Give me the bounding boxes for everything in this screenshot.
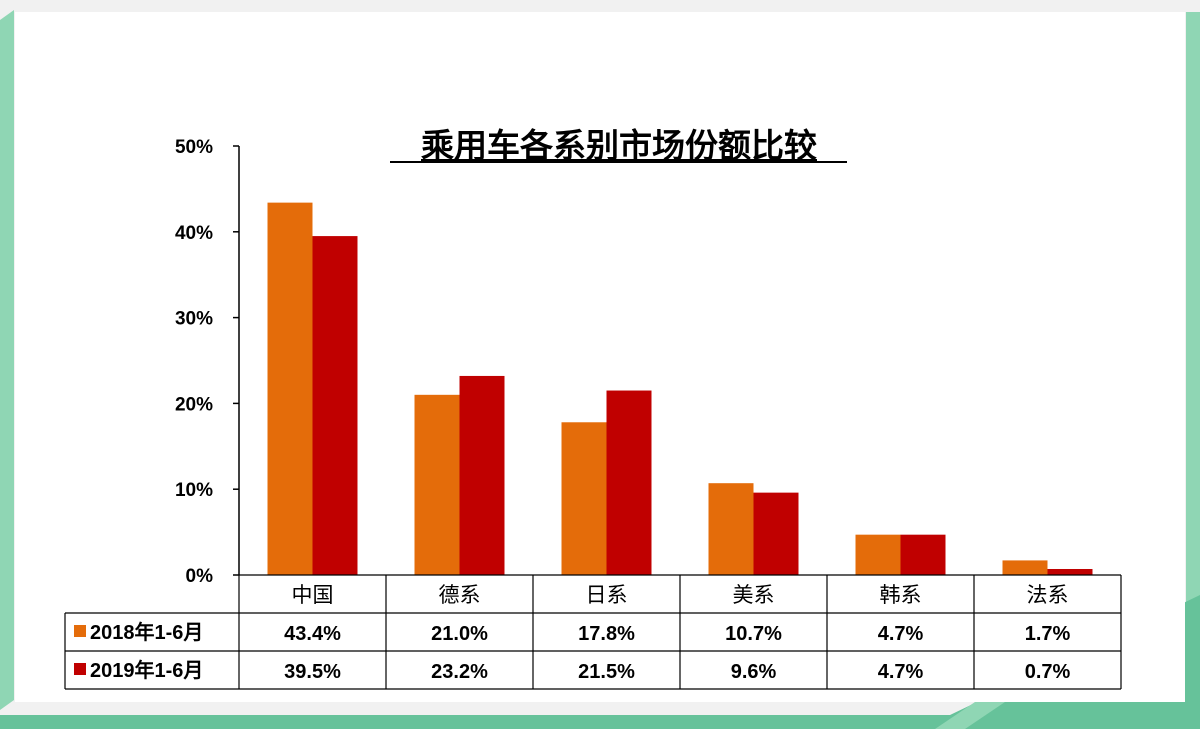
bar-2019: [1047, 568, 1093, 575]
data-label: 10.7%: [725, 623, 782, 645]
x-category-label: 韩系: [880, 584, 922, 607]
x-category-label: 日系: [586, 584, 628, 607]
legend-swatch-2019: [74, 663, 86, 675]
legend-swatch-2018: [74, 625, 86, 637]
y-tick-label: 0%: [186, 566, 214, 587]
bar-2019: [753, 492, 799, 575]
data-label: 21.0%: [431, 623, 488, 645]
x-category-label: 中国: [292, 584, 334, 607]
legend-label: 2019年1-6月: [90, 658, 203, 682]
y-tick-label: 40%: [175, 223, 213, 244]
bars: [267, 202, 1093, 576]
y-tick-label: 30%: [175, 309, 213, 330]
data-label: 4.7%: [878, 661, 924, 683]
bar-2019: [900, 534, 946, 575]
left-green-stripe: [0, 10, 14, 710]
x-category-label: 德系: [439, 584, 481, 607]
bar-2018: [855, 534, 901, 575]
bottom-green-band: [0, 715, 1200, 729]
y-axis: 0% 10% 20% 30% 40% 50%: [175, 137, 240, 587]
market-share-chart: 乘用车各系别市场份额比较 0% 10% 20% 30% 40% 50% 中国 德系 日系 美系 韩…: [64, 127, 1122, 690]
data-label: 17.8%: [578, 623, 635, 645]
data-label: 1.7%: [1025, 623, 1071, 645]
data-label: 23.2%: [431, 661, 488, 683]
x-category-label: 美系: [733, 584, 775, 607]
data-table: 中国 德系 日系 美系 韩系 法系 2018年1-6月 43.4% 21.0% 17.8% 10.7…: [64, 574, 1122, 690]
bar-2018: [561, 422, 607, 575]
data-label: 4.7%: [878, 623, 924, 645]
y-tick-label: 50%: [175, 137, 213, 158]
data-label: 0.7%: [1025, 661, 1071, 683]
bar-2018: [1002, 560, 1048, 575]
slide-panel: 乘用车各系别市场份额比较 0% 10% 20% 30% 40% 50% 中国 德系 日系 美系 韩…: [15, 12, 1185, 702]
bar-2019: [459, 375, 505, 575]
data-label: 21.5%: [578, 661, 635, 683]
data-label: 9.6%: [731, 661, 777, 683]
y-tick-label: 10%: [175, 480, 213, 501]
bottom-right-slant-light: [935, 702, 1005, 729]
x-category-label: 法系: [1027, 584, 1069, 607]
chart-title: 乘用车各系别市场份额比较: [421, 127, 817, 164]
bar-2019: [606, 390, 652, 575]
bar-2018: [414, 394, 460, 575]
y-tick-label: 20%: [175, 394, 213, 415]
data-label: 39.5%: [284, 661, 341, 683]
bar-2018: [708, 483, 754, 575]
bar-2018: [267, 202, 313, 576]
legend-label: 2018年1-6月: [90, 620, 203, 644]
right-green-stripe: [1186, 12, 1200, 612]
bar-2019: [312, 236, 358, 575]
data-label: 43.4%: [284, 623, 341, 645]
